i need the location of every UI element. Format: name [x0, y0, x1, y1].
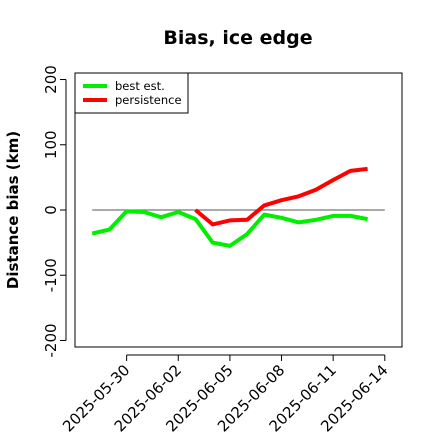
series-line-1 — [194, 166, 368, 227]
legend-label: best est. — [115, 79, 165, 93]
legend-label: persistence — [115, 93, 182, 107]
plot-frame — [74, 72, 403, 348]
y-axis-label: Distance bias (km) — [4, 131, 22, 289]
y-tick-label: 200 — [42, 65, 60, 94]
x-axis: 2025-05-302025-06-022025-06-052025-06-08… — [59, 354, 392, 435]
y-tick-label: -200 — [42, 323, 60, 357]
series-line-0 — [91, 209, 368, 248]
y-axis: -200 -100 0 100 200 — [42, 65, 67, 357]
legend-box — [74, 72, 189, 114]
legend: best est.persistence — [74, 72, 189, 114]
y-tick-label: -100 — [42, 258, 60, 292]
chart-title: Bias, ice edge — [163, 27, 312, 49]
series-layer — [91, 166, 385, 248]
y-tick-label: 100 — [42, 130, 60, 159]
y-tick-label: 0 — [42, 205, 60, 215]
